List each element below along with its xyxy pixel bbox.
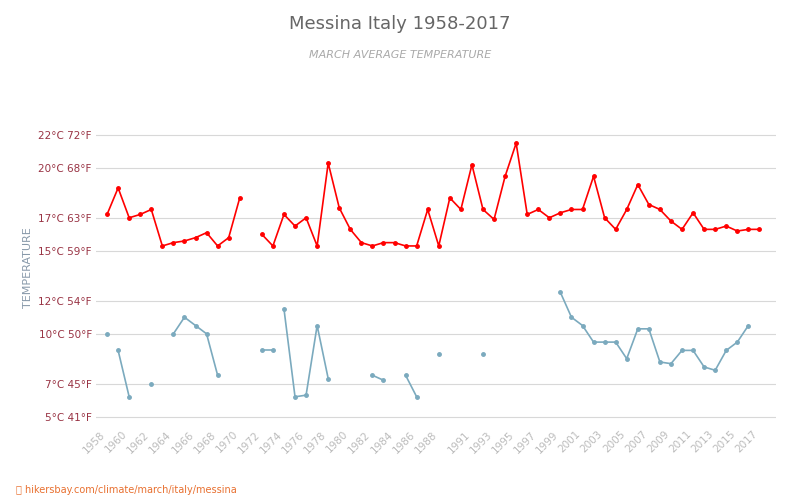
Y-axis label: TEMPERATURE: TEMPERATURE [22,227,33,308]
Text: Messina Italy 1958-2017: Messina Italy 1958-2017 [290,15,510,33]
Text: MARCH AVERAGE TEMPERATURE: MARCH AVERAGE TEMPERATURE [309,50,491,60]
Text: 🌐 hikersbay.com/climate/march/italy/messina: 🌐 hikersbay.com/climate/march/italy/mess… [16,485,237,495]
